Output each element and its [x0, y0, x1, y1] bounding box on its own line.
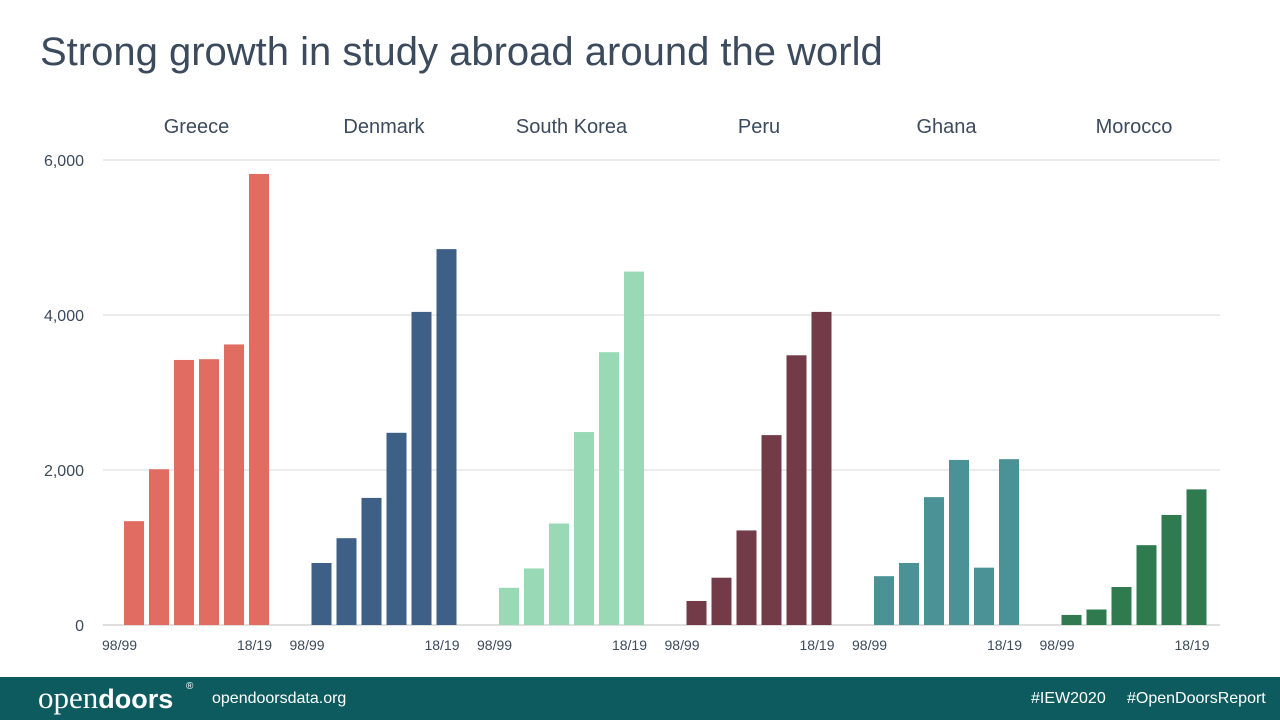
x-tick-label: 18/19 [424, 637, 459, 653]
x-tick-label: 98/99 [102, 637, 137, 653]
bar [686, 600, 707, 625]
bar-chart: 0 2,000 4,000 6,000 Greece 98/99 18/19 Denmark 9… [44, 116, 1220, 653]
x-tick-label: 18/19 [237, 637, 272, 653]
logo-text-light: open [38, 680, 99, 715]
y-tick-label: 6,000 [44, 153, 84, 170]
bar [786, 355, 807, 625]
bar [1111, 587, 1132, 625]
x-tick-label: 18/19 [799, 637, 834, 653]
bar [574, 432, 594, 625]
y-tick-label: 0 [75, 618, 84, 635]
bar [761, 435, 782, 625]
bar [311, 563, 332, 625]
bar [899, 563, 919, 625]
x-tick-label: 98/99 [665, 637, 700, 653]
bar [599, 352, 619, 625]
bar [1061, 614, 1082, 625]
hashtag-opendoors[interactable]: #OpenDoorsReport [1127, 690, 1266, 707]
bar [549, 523, 569, 625]
bar [499, 587, 519, 625]
bar [811, 311, 832, 625]
bar [411, 311, 432, 625]
bar [124, 521, 144, 625]
bar [1161, 514, 1182, 625]
bar [974, 567, 994, 625]
y-tick-label: 2,000 [44, 463, 84, 480]
group-label: Morocco [1096, 116, 1173, 138]
x-tick-label: 18/19 [1174, 637, 1209, 653]
hashtag-iew[interactable]: #IEW2020 [1031, 690, 1106, 707]
bar [224, 344, 244, 625]
bar [199, 359, 219, 625]
registered-mark: ® [186, 681, 194, 692]
bar [949, 459, 969, 625]
x-tick-label: 98/99 [477, 637, 512, 653]
x-tick-label: 98/99 [1040, 637, 1075, 653]
bar [524, 568, 544, 625]
group-label: Denmark [343, 116, 425, 138]
group-label: Greece [164, 116, 230, 138]
bar [999, 459, 1019, 625]
logo-text-bold: doors [98, 684, 174, 714]
group-label: Peru [738, 116, 780, 138]
chart-title: Strong growth in study abroad around the… [40, 30, 883, 74]
bar [249, 173, 269, 625]
bar [336, 538, 357, 625]
bar [924, 497, 944, 625]
bar [149, 469, 169, 625]
bar [1186, 489, 1207, 625]
website-link[interactable]: opendoorsdata.org [212, 690, 347, 707]
x-tick-label: 18/19 [612, 637, 647, 653]
bar [1086, 609, 1107, 625]
x-tick-label: 18/19 [987, 637, 1022, 653]
y-tick-label: 4,000 [44, 308, 84, 325]
bar [436, 249, 457, 625]
group-label: South Korea [516, 116, 628, 138]
bar [736, 530, 757, 625]
x-tick-label: 98/99 [290, 637, 325, 653]
group-label: Ghana [916, 116, 977, 138]
bar [874, 576, 894, 625]
footer-bar: opendoors ® opendoorsdata.org #IEW2020 #… [0, 677, 1280, 720]
bar [1136, 545, 1157, 625]
bar [361, 497, 382, 625]
bar [386, 432, 407, 625]
bar [174, 359, 194, 625]
opendoors-logo: opendoors [38, 680, 173, 717]
bar [711, 577, 732, 625]
x-tick-label: 98/99 [852, 637, 887, 653]
bar [624, 271, 644, 625]
